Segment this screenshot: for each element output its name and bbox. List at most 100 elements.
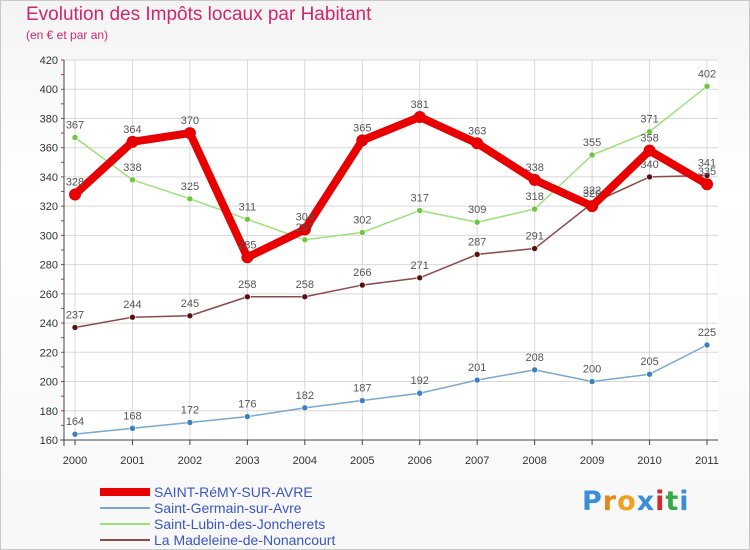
data-point: [358, 281, 366, 289]
data-label: 208: [525, 352, 543, 364]
series-line: [74, 85, 708, 241]
data-label: 309: [468, 204, 486, 216]
data-point: [646, 370, 653, 378]
data-point: [703, 341, 711, 349]
data-point: [531, 205, 538, 213]
y-tick-label: 280: [40, 260, 58, 272]
y-tick-label: 180: [40, 406, 58, 418]
y-tick-label: 380: [40, 113, 58, 125]
legend-swatch: [100, 507, 150, 509]
data-label: 320: [583, 188, 601, 200]
logo-letter: P: [582, 486, 603, 517]
data-point: [186, 312, 194, 320]
data-point: [126, 135, 139, 148]
data-point: [301, 293, 309, 301]
proxiti-logo: Proxiti: [582, 486, 690, 517]
data-label: 340: [640, 159, 658, 171]
data-label: 358: [640, 133, 658, 145]
data-label: 341: [698, 157, 716, 169]
data-point: [129, 176, 136, 184]
y-tick-label: 320: [40, 201, 58, 213]
data-point: [473, 218, 481, 226]
data-label: 297: [296, 222, 314, 234]
data-label: 365: [353, 122, 371, 134]
y-tick-label: 160: [40, 435, 58, 447]
data-point: [473, 376, 481, 384]
x-tick-label: 2010: [637, 455, 661, 467]
data-label: 371: [640, 114, 658, 126]
x-tick-label: 2001: [120, 455, 144, 467]
logo-letter: x: [636, 486, 656, 517]
data-label: 302: [353, 214, 371, 226]
logo-letter: t: [665, 486, 680, 517]
legend-label: SAINT-RéMY-SUR-AVRE: [154, 484, 313, 500]
y-tick-label: 200: [40, 377, 58, 389]
y-tick-label: 420: [40, 55, 58, 67]
data-point: [588, 378, 596, 385]
y-tick-label: 300: [40, 230, 58, 242]
logo-letter: i: [655, 486, 666, 517]
y-tick-label: 260: [40, 289, 58, 301]
data-label: 200: [583, 364, 601, 376]
data-point: [416, 389, 424, 397]
data-point: [129, 425, 136, 432]
data-label: 244: [123, 299, 141, 311]
data-label: 311: [239, 201, 257, 213]
data-label: 328: [66, 176, 84, 188]
data-point: [244, 293, 251, 301]
data-label: 335: [698, 166, 716, 178]
data-point: [413, 111, 426, 123]
data-point: [186, 419, 194, 426]
data-point: [416, 274, 424, 282]
data-label: 258: [296, 279, 314, 291]
legend-label: La Madeleine-de-Nonancourt: [154, 532, 336, 548]
data-label: 271: [411, 260, 429, 272]
data-label: 176: [238, 399, 256, 411]
data-point: [586, 200, 599, 213]
data-label: 285: [238, 239, 256, 251]
data-point: [244, 216, 251, 223]
data-label: 182: [296, 390, 314, 402]
logo-letter: r: [602, 486, 618, 517]
data-point: [241, 251, 254, 264]
data-point: [531, 245, 538, 252]
data-point: [301, 236, 309, 244]
data-label: 201: [468, 362, 486, 374]
data-label: 381: [411, 99, 429, 111]
x-tick-label: 2000: [63, 455, 87, 467]
data-label: 363: [468, 125, 486, 137]
data-point: [473, 251, 481, 258]
data-label: 164: [66, 416, 84, 428]
data-point: [244, 413, 251, 420]
data-point: [646, 128, 653, 135]
data-point: [183, 127, 196, 140]
data-point: [301, 404, 309, 412]
legend-item: La Madeleine-de-Nonancourt: [100, 532, 400, 548]
data-point: [471, 137, 484, 150]
x-tick-label: 2007: [465, 455, 489, 467]
data-label: 168: [123, 410, 141, 422]
plot-area: [64, 60, 718, 440]
data-point: [358, 397, 366, 404]
legend-label: Saint-Germain-sur-Avre: [154, 500, 302, 516]
legend-item: Saint-Germain-sur-Avre: [100, 500, 400, 516]
x-tick-label: 2006: [407, 455, 431, 467]
data-label: 245: [181, 298, 199, 310]
data-point: [71, 134, 79, 141]
y-tick-label: 240: [40, 318, 58, 330]
data-label: 192: [411, 375, 429, 387]
chart-title: Evolution des Impôts locaux par Habitant: [26, 4, 372, 25]
data-point: [71, 324, 79, 331]
data-label: 172: [181, 404, 199, 416]
y-tick-label: 340: [40, 172, 58, 184]
legend-label: Saint-Lubin-des-Joncherets: [154, 516, 326, 532]
legend-swatch: [100, 539, 150, 541]
data-label: 370: [181, 115, 199, 127]
data-label: 205: [640, 356, 658, 368]
x-tick-label: 2002: [178, 455, 202, 467]
data-label: 317: [411, 193, 429, 205]
data-point: [588, 151, 596, 159]
data-point: [528, 173, 541, 186]
y-tick-label: 360: [40, 143, 58, 155]
